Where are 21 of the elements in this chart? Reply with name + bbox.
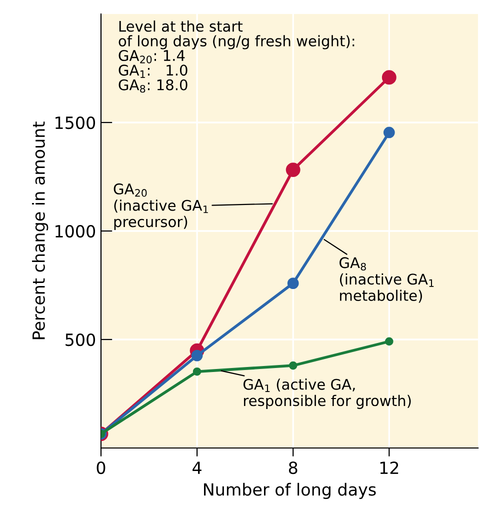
text: GA$_{20}$ (inactive GA$_{1}$ precursor) — [114, 183, 208, 230]
x-tick-label: 0 — [96, 461, 106, 474]
series-label: GA$_{8}$ (inactive GA$_{1}$ metabolite) — [340, 257, 434, 303]
point — [192, 367, 202, 376]
x-tick-label: 12 — [380, 461, 398, 474]
text: Level at the start of long days (ng/g fresh weight): GA$_{20}$: 1.4 GA$_{1}$: 1.0 GA$_{8}$: 18.0 — [118, 20, 354, 93]
x-tick-label: 4 — [192, 462, 202, 474]
series-label: GA$_{1}$ (active GA, responsible for growth) — [243, 378, 411, 410]
point — [287, 278, 299, 289]
point — [286, 162, 300, 178]
point — [384, 337, 394, 346]
point — [288, 361, 298, 370]
point — [382, 70, 396, 85]
x-axis-title: Number of long days — [204, 482, 376, 500]
y-tick-label: 500 — [66, 333, 96, 346]
y-axis-title: Percent change in amount — [32, 122, 48, 340]
point — [191, 350, 203, 362]
y-tick-label: 1500 — [56, 116, 96, 130]
y-tick-label: 1000 — [56, 224, 96, 238]
point — [383, 126, 395, 138]
x-tick-label: 8 — [288, 461, 298, 474]
